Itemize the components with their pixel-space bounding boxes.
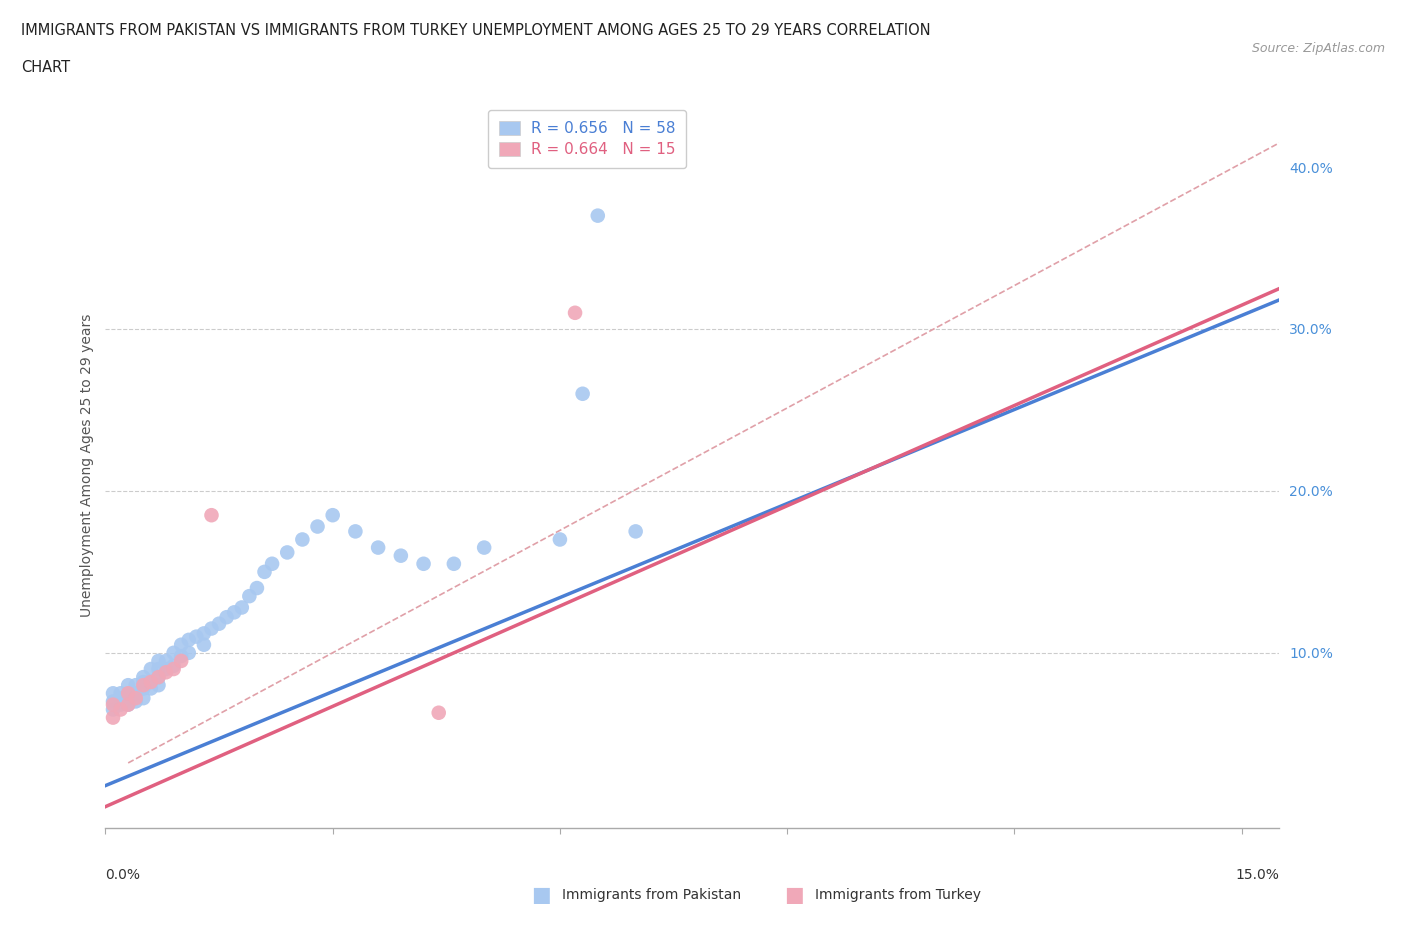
- Text: 0.0%: 0.0%: [105, 869, 141, 883]
- Point: [548, 532, 571, 547]
- Point: [125, 678, 148, 693]
- Point: [139, 681, 162, 696]
- Text: 15.0%: 15.0%: [1236, 869, 1279, 883]
- Point: [155, 665, 177, 680]
- Point: [125, 691, 148, 706]
- Point: [231, 600, 253, 615]
- Text: IMMIGRANTS FROM PAKISTAN VS IMMIGRANTS FROM TURKEY UNEMPLOYMENT AMONG AGES 25 TO: IMMIGRANTS FROM PAKISTAN VS IMMIGRANTS F…: [21, 23, 931, 38]
- Point: [624, 524, 647, 538]
- Point: [307, 519, 329, 534]
- Point: [177, 632, 200, 647]
- Point: [253, 565, 276, 579]
- Point: [367, 540, 389, 555]
- Point: [117, 685, 139, 700]
- Point: [472, 540, 495, 555]
- Point: [276, 545, 298, 560]
- Point: [148, 678, 170, 693]
- Point: [132, 670, 155, 684]
- Text: Immigrants from Turkey: Immigrants from Turkey: [815, 887, 981, 902]
- Point: [170, 648, 193, 663]
- Point: [117, 698, 139, 712]
- Point: [148, 654, 170, 669]
- Point: [101, 711, 124, 725]
- Point: [148, 670, 170, 684]
- Point: [110, 691, 132, 706]
- Point: [215, 610, 238, 625]
- Point: [139, 674, 162, 689]
- Point: [564, 305, 586, 320]
- Point: [132, 681, 155, 696]
- Point: [246, 580, 269, 595]
- Point: [443, 556, 465, 571]
- Point: [586, 208, 609, 223]
- Point: [170, 637, 193, 652]
- Point: [125, 685, 148, 700]
- Point: [344, 524, 367, 538]
- Point: [389, 549, 412, 564]
- Point: [224, 604, 246, 619]
- Point: [148, 661, 170, 676]
- Point: [101, 685, 124, 700]
- Point: [162, 645, 184, 660]
- Point: [193, 637, 215, 652]
- Point: [110, 685, 132, 700]
- Point: [162, 658, 184, 673]
- Point: [177, 645, 200, 660]
- Point: [208, 617, 231, 631]
- Point: [162, 661, 184, 676]
- Text: ■: ■: [785, 884, 804, 905]
- Point: [571, 386, 593, 401]
- Text: Immigrants from Pakistan: Immigrants from Pakistan: [562, 887, 741, 902]
- Point: [427, 705, 450, 720]
- Point: [322, 508, 344, 523]
- Point: [148, 670, 170, 684]
- Point: [132, 691, 155, 706]
- Point: [193, 626, 215, 641]
- Point: [170, 654, 193, 669]
- Point: [117, 678, 139, 693]
- Point: [155, 661, 177, 676]
- Point: [186, 630, 208, 644]
- Point: [117, 698, 139, 712]
- Y-axis label: Unemployment Among Ages 25 to 29 years: Unemployment Among Ages 25 to 29 years: [80, 313, 94, 617]
- Point: [200, 621, 222, 636]
- Text: CHART: CHART: [21, 60, 70, 75]
- Point: [139, 674, 162, 689]
- Point: [117, 685, 139, 700]
- Legend: R = 0.656   N = 58, R = 0.664   N = 15: R = 0.656 N = 58, R = 0.664 N = 15: [488, 110, 686, 167]
- Text: ■: ■: [531, 884, 551, 905]
- Point: [262, 556, 284, 571]
- Point: [117, 694, 139, 709]
- Point: [132, 678, 155, 693]
- Point: [110, 702, 132, 717]
- Point: [101, 694, 124, 709]
- Point: [412, 556, 434, 571]
- Point: [110, 698, 132, 712]
- Point: [200, 508, 222, 523]
- Point: [139, 661, 162, 676]
- Point: [125, 694, 148, 709]
- Point: [101, 702, 124, 717]
- Point: [291, 532, 314, 547]
- Text: Source: ZipAtlas.com: Source: ZipAtlas.com: [1251, 42, 1385, 55]
- Point: [132, 674, 155, 689]
- Point: [238, 589, 260, 604]
- Point: [101, 698, 124, 712]
- Point: [155, 654, 177, 669]
